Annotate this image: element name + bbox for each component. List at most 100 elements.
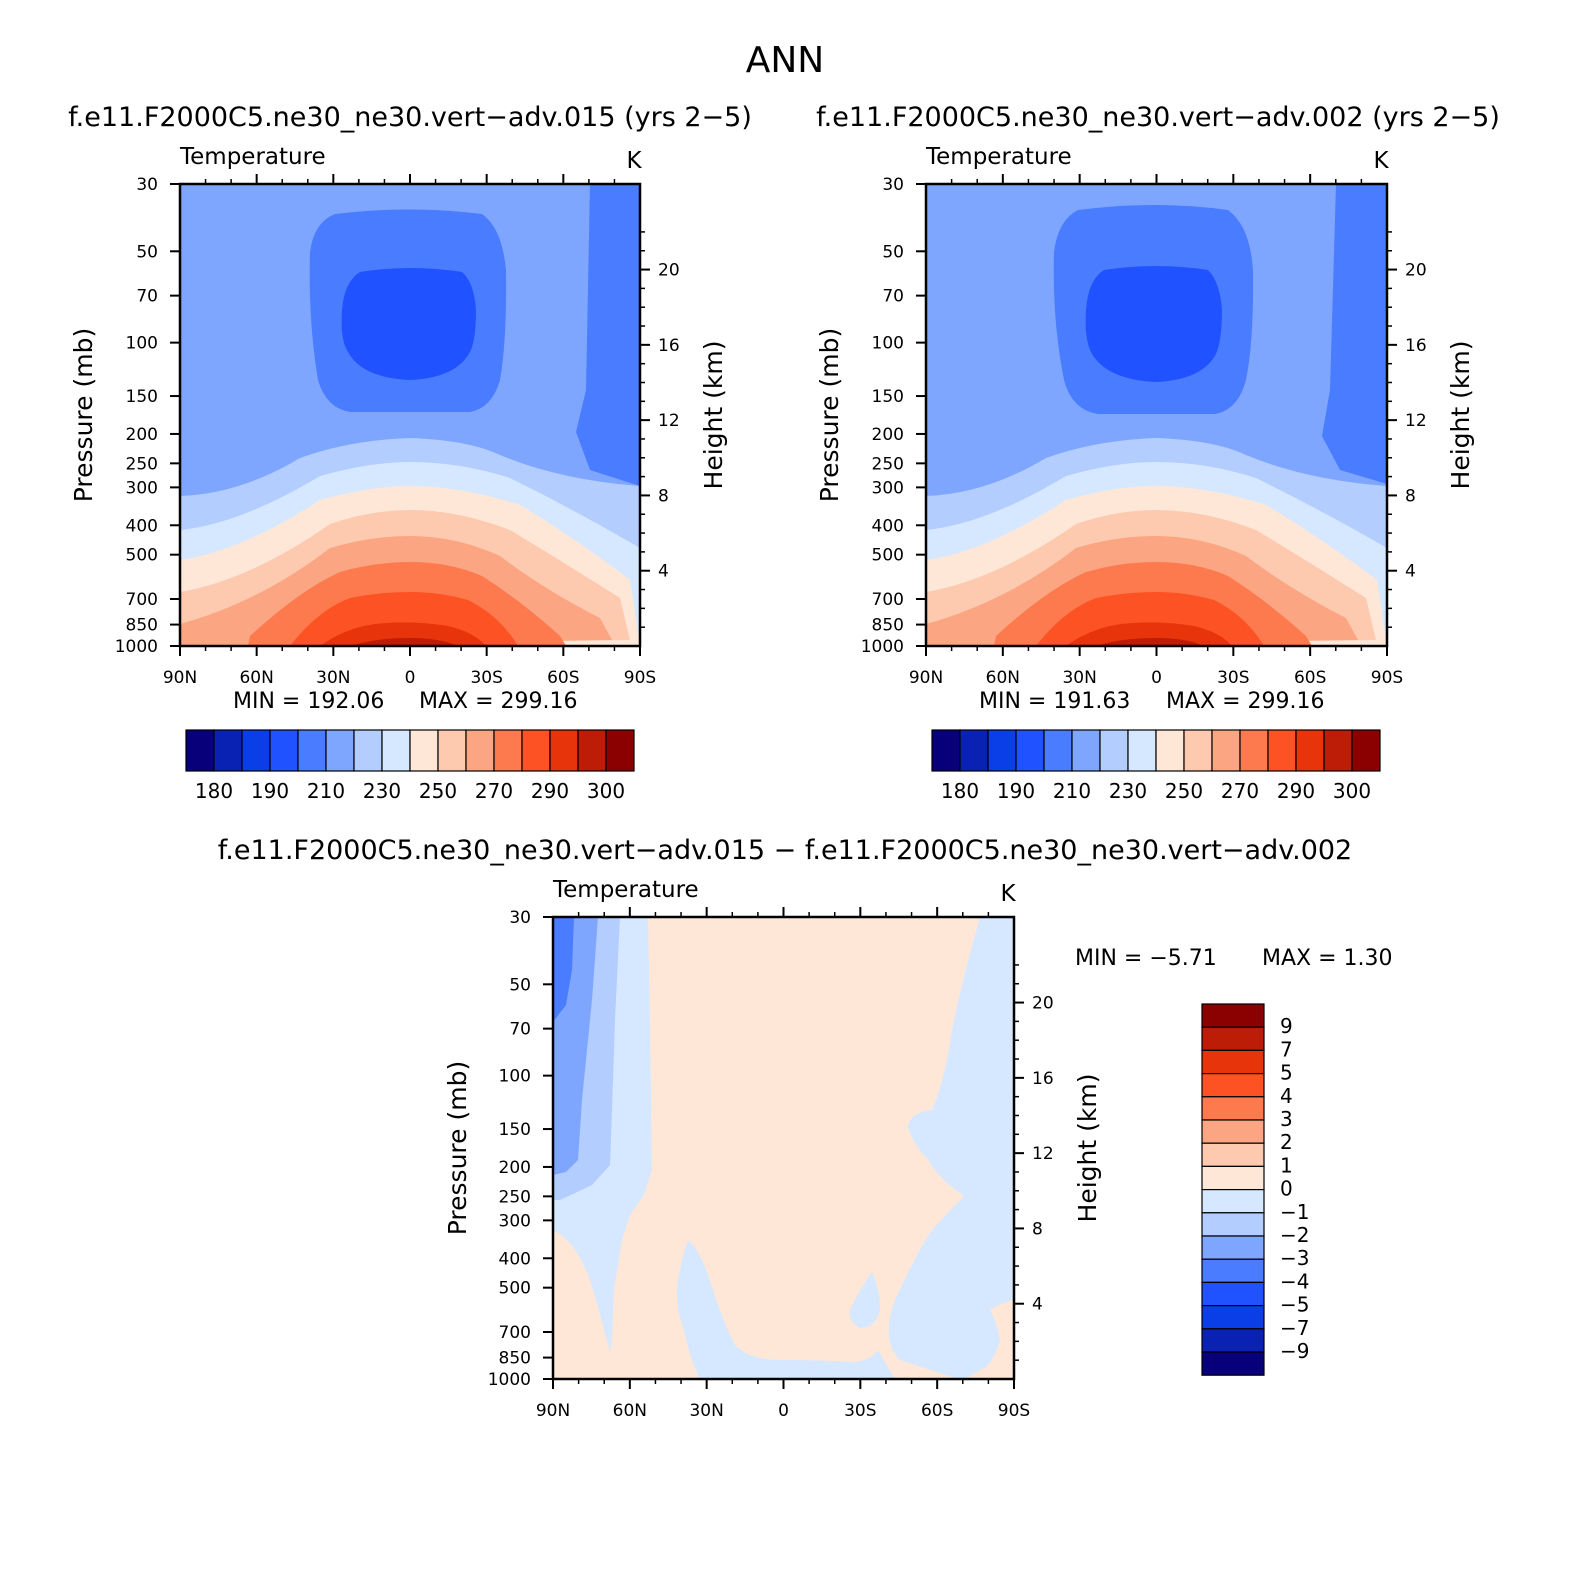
colorbar-box (409, 729, 439, 772)
colorbar-box (325, 729, 355, 772)
colorbar-box (1201, 1049, 1265, 1075)
band-0-edge (966, 1300, 1014, 1379)
colorbar-label: 190 (251, 779, 289, 803)
lat-tick-label: 90S (1371, 668, 1403, 688)
panel-difference-units: K (1000, 881, 1016, 907)
panel-test-contours (180, 184, 640, 646)
colorbar-box (437, 729, 467, 772)
band-m4 (553, 917, 574, 1022)
colorbar-box (493, 729, 523, 772)
colorbar-label: 210 (1053, 779, 1091, 803)
pressure-tick-label: 1000 (861, 637, 904, 657)
colorbar-box (1201, 1096, 1265, 1121)
pressure-tick-label: 70 (136, 287, 158, 307)
colorbar-box (1201, 1235, 1265, 1260)
panel-difference-axes: 3050701001502002503004005007008501000481… (488, 907, 1054, 1421)
pressure-tick-label: 50 (882, 242, 904, 262)
colorbar-box (269, 729, 299, 772)
height-tick-label: 4 (1032, 1295, 1043, 1315)
pressure-tick-label: 500 (872, 546, 904, 566)
colorbar-box (1201, 1188, 1265, 1214)
pressure-tick-label: 500 (126, 546, 158, 566)
height-tick-label: 4 (1405, 562, 1416, 582)
colorbar-box (1201, 1119, 1265, 1144)
pressure-tick-label: 100 (126, 334, 158, 354)
colorbar-label: −7 (1280, 1316, 1309, 1340)
colorbar-box (1127, 729, 1157, 772)
panel-control-contours (926, 184, 1387, 646)
lat-tick-label: 90N (536, 1401, 570, 1421)
colorbar-box (1211, 729, 1241, 772)
colorbar-box (185, 729, 215, 772)
pressure-tick-label: 30 (509, 908, 531, 928)
pressure-tick-label: 850 (872, 616, 904, 636)
colorbar-box (959, 729, 989, 772)
colorbar-label: 9 (1280, 1014, 1293, 1038)
pressure-tick-label: 700 (499, 1323, 531, 1343)
colorbar-label: −2 (1280, 1223, 1309, 1247)
pressure-tick-label: 100 (499, 1067, 531, 1087)
panel-control-title: f.e11.F2000C5.ne30_ne30.vert−adv.002 (yr… (816, 102, 1500, 133)
colorbar-box (1351, 729, 1381, 772)
pressure-tick-label: 150 (499, 1120, 531, 1140)
colorbar-box (549, 729, 579, 772)
band-0-nh-low (553, 1230, 616, 1379)
pressure-tick-label: 50 (136, 242, 158, 262)
colorbar-box (1201, 1165, 1265, 1191)
colorbar-box (1201, 1072, 1265, 1098)
pressure-tick-label: 200 (126, 425, 158, 445)
colorbar-label: 4 (1280, 1084, 1293, 1108)
colorbar-box (1201, 1258, 1265, 1283)
panel-test-ylabel-right: Height (km) (699, 341, 728, 490)
panel-difference-ylabel: Pressure (mb) (443, 1061, 472, 1235)
panel-control: f.e11.F2000C5.ne30_ne30.vert−adv.002 (yr… (815, 102, 1500, 803)
height-tick-label: 20 (1032, 994, 1054, 1014)
colorbar-label: −4 (1280, 1269, 1309, 1293)
pressure-tick-label: 500 (499, 1279, 531, 1299)
panel-test-max: MAX = 299.16 (419, 689, 578, 714)
colorbar-box (1183, 729, 1213, 772)
band-200 (341, 268, 476, 380)
colorbar-label: 210 (307, 779, 345, 803)
pressure-tick-label: 1000 (488, 1370, 531, 1390)
pressure-tick-label: 70 (509, 1020, 531, 1040)
panel-test-ylabel: Pressure (mb) (69, 328, 98, 502)
colorbar-box (1295, 729, 1325, 772)
lat-tick-label: 30N (689, 1401, 723, 1421)
colorbar-label: 300 (1333, 779, 1371, 803)
band-295 (320, 622, 486, 646)
colorbar-box (1099, 729, 1129, 772)
panel-difference-variable: Temperature (552, 877, 699, 903)
height-tick-label: 20 (1405, 261, 1427, 281)
figure-title: ANN (746, 40, 825, 81)
height-tick-label: 16 (1405, 336, 1427, 356)
pressure-tick-label: 400 (872, 516, 904, 536)
panel-control-max: MAX = 299.16 (1166, 689, 1325, 714)
panel-test-title: f.e11.F2000C5.ne30_ne30.vert−adv.015 (yr… (68, 102, 752, 133)
colorbar-label: 2 (1280, 1130, 1293, 1154)
panel-control-ylabel-right: Height (km) (1446, 341, 1475, 490)
colorbar-box (381, 729, 411, 772)
pressure-tick-label: 400 (499, 1249, 531, 1269)
panel-control-min: MIN = 191.63 (979, 689, 1130, 714)
lat-tick-label: 60S (547, 668, 579, 688)
colorbar-label: 270 (475, 779, 513, 803)
pressure-tick-label: 150 (872, 387, 904, 407)
pressure-tick-label: 250 (872, 454, 904, 474)
pressure-tick-label: 850 (126, 616, 158, 636)
panel-test-units: K (626, 148, 642, 174)
colorbar-label: 250 (419, 779, 457, 803)
band-m1-sh (888, 917, 1014, 1379)
height-tick-label: 8 (658, 486, 669, 506)
lat-tick-label: 90S (998, 1401, 1030, 1421)
colorbar-label: 5 (1280, 1061, 1293, 1085)
pressure-tick-label: 300 (499, 1211, 531, 1231)
panel-test-colorbar: 180 190 210 230 250 270 290 300 (185, 729, 635, 803)
colorbar-box (1071, 729, 1101, 772)
lat-tick-label: 30N (1062, 668, 1096, 688)
colorbar-label: 270 (1221, 779, 1259, 803)
panel-control-units: K (1373, 148, 1389, 174)
colorbar-box (1201, 1304, 1265, 1330)
pressure-tick-label: 1000 (115, 637, 158, 657)
colorbar-box (213, 729, 243, 772)
